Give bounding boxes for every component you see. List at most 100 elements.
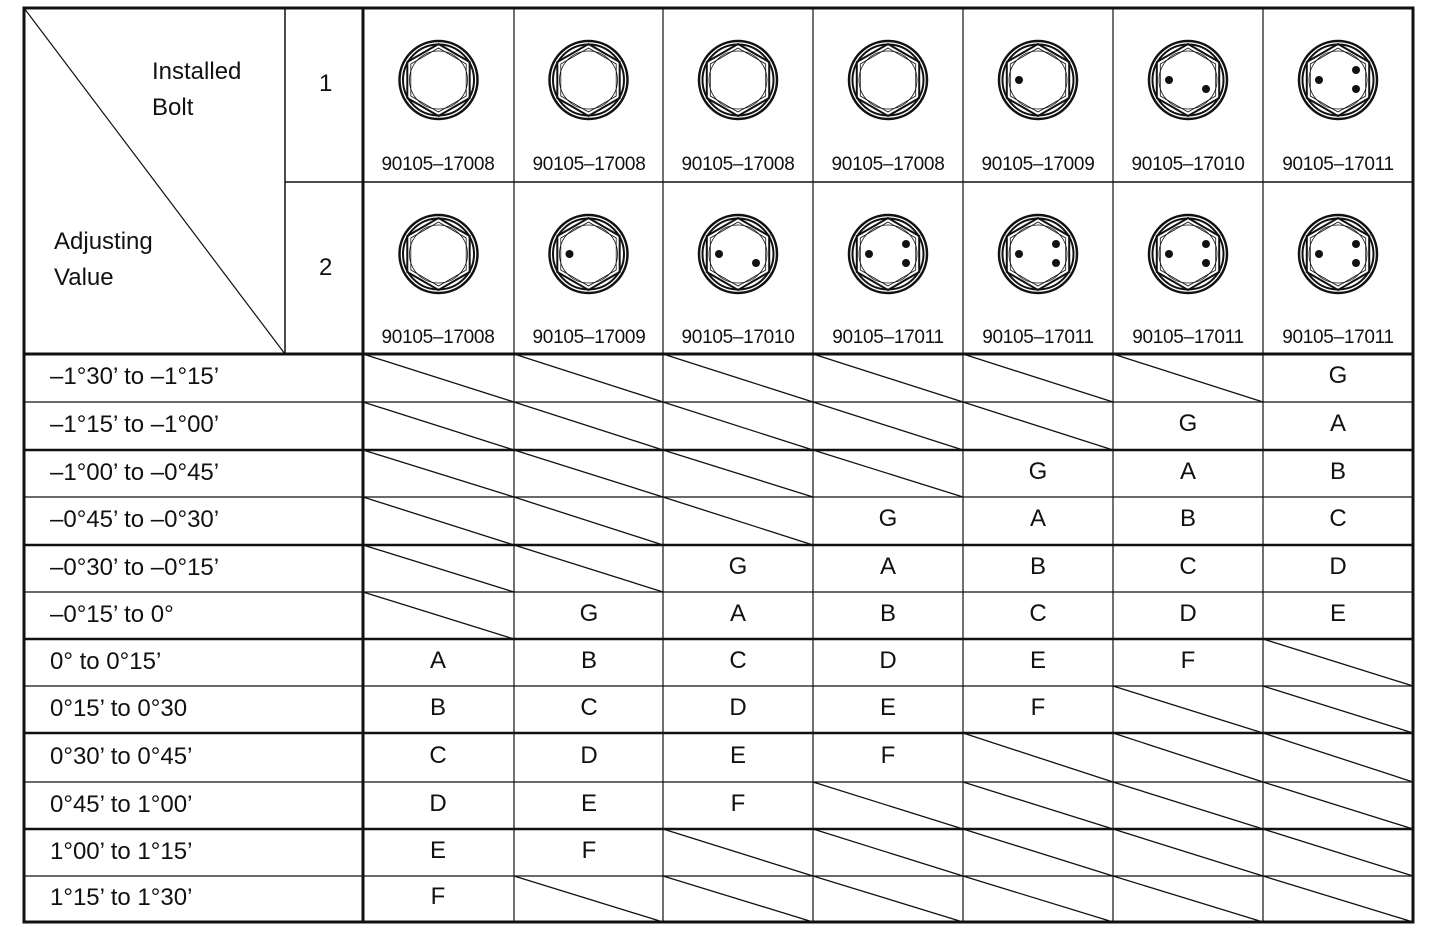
bolt-mark-dot [1202, 85, 1210, 93]
shim-grade-cell: D [580, 741, 598, 769]
adjusting-value-range: –1°30’ to –1°15’ [50, 363, 220, 390]
bolt-part-number: 90105–17011 [982, 327, 1094, 348]
adjusting-value-range: –0°45’ to –0°30’ [50, 506, 220, 533]
not-applicable-slash [812, 401, 964, 451]
shim-grade-cell: A [1329, 410, 1346, 437]
bolt-mark-dot [902, 240, 910, 248]
bolt-part-number: 90105–17010 [681, 327, 795, 348]
shim-grade-cell: C [429, 741, 447, 769]
bolt-mark-dot [1202, 259, 1210, 267]
shim-grade-cell: C [1029, 599, 1047, 627]
bolt-head-icon [1297, 213, 1379, 295]
shim-grade-cell: F [880, 741, 896, 769]
bolt-head-icon [398, 39, 479, 121]
bolt-part-number: 90105–17009 [532, 327, 646, 348]
adjusting-value-range: 0°15’ to 0°30 [50, 694, 188, 722]
bolt-head-icon [997, 39, 1079, 121]
bolt-part-number: 90105–17011 [832, 327, 944, 348]
adjusting-value-label: Adjusting Value [54, 228, 153, 292]
bolt-part-number: 90105–17008 [532, 154, 646, 175]
not-applicable-slash [812, 353, 964, 403]
shim-grade-cell: E [580, 789, 597, 817]
shim-grade-cell: G [878, 505, 898, 532]
bolt-part-number: 90105–17008 [381, 154, 495, 175]
bolt-part-number: 90105–17008 [831, 154, 945, 175]
not-applicable-slash [662, 875, 814, 923]
shim-grade-cell: C [1329, 505, 1347, 532]
bolt-mark-dot [715, 250, 723, 258]
bolt-part-number: 90105–17011 [1282, 154, 1394, 175]
not-applicable-slash [1112, 781, 1264, 830]
shim-grade-cell: C [1179, 552, 1197, 580]
not-applicable-slash [962, 401, 1114, 451]
row2-number: 2 [319, 254, 333, 281]
header-diagonal [23, 7, 286, 355]
shim-grade-cell: C [729, 646, 747, 674]
shim-grade-cell: D [729, 693, 747, 721]
bolt-mark-dot [902, 259, 910, 267]
adjusting-value-range: –1°00’ to –0°45’ [50, 458, 220, 486]
shim-grade-cell: B [1029, 552, 1046, 580]
bolt-head-icon [697, 213, 779, 295]
bolt-mark-dot [1165, 76, 1173, 84]
not-applicable-slash [362, 449, 515, 498]
not-applicable-slash [1112, 732, 1264, 783]
not-applicable-slash [812, 875, 964, 923]
shim-grade-cell: F [430, 883, 446, 910]
shim-grade-cell: E [1329, 599, 1346, 627]
bolt-part-number: 90105–17011 [1132, 327, 1244, 348]
bolt-mark-dot [1315, 76, 1323, 84]
adjusting-value-line2: Value [54, 264, 114, 291]
shim-grade-cell: E [879, 693, 896, 721]
not-applicable-slash [662, 401, 814, 451]
adjusting-value-range: 1°00’ to 1°15’ [50, 837, 193, 865]
bolt-mark-dot [865, 250, 873, 258]
installed-bolt-line1: Installed [152, 58, 242, 85]
bolt-part-number: 90105–17011 [1282, 327, 1394, 348]
adjusting-value-range: 0°30’ to 0°45’ [50, 742, 193, 770]
bolt-head-icon [847, 213, 929, 295]
not-applicable-slash [513, 449, 664, 498]
shim-grade-cell: C [580, 693, 598, 721]
bolt-mark-dot [1015, 76, 1023, 84]
table-border [22, 6, 1415, 924]
not-applicable-slash [362, 496, 515, 546]
shim-grade-cell: A [729, 599, 746, 627]
not-applicable-slash [662, 449, 814, 498]
row1-number: 1 [319, 70, 333, 97]
bolt-mark-dot [1352, 240, 1360, 248]
not-applicable-slash [513, 496, 664, 546]
bolt-mark-dot [1052, 259, 1060, 267]
adjusting-value-range: 1°15’ to 1°30’ [50, 884, 193, 911]
shim-grade-cell: F [1180, 646, 1196, 674]
shim-grade-cell: G [1028, 457, 1048, 485]
shim-grade-cell: G [1328, 362, 1348, 389]
not-applicable-slash [962, 875, 1114, 923]
bolt-mark-dot [1165, 250, 1173, 258]
not-applicable-slash [362, 401, 515, 451]
not-applicable-slash [513, 401, 664, 451]
bolt-head-icon [1147, 39, 1229, 121]
not-applicable-slash [1262, 828, 1414, 877]
bolt-part-number: 90105–17009 [981, 154, 1095, 175]
shim-grade-cell: B [429, 693, 446, 721]
bolt-mark-dot [1052, 240, 1060, 248]
adjusting-value-range: 0° to 0°15’ [50, 647, 162, 675]
shim-grade-cell: A [1029, 505, 1046, 532]
not-applicable-slash [962, 353, 1114, 403]
adjusting-value-range: –1°15’ to –1°00’ [50, 411, 220, 438]
not-applicable-slash [812, 449, 964, 498]
not-applicable-slash [1262, 638, 1414, 687]
bolt-head-icon [548, 39, 629, 121]
shim-grade-cell: B [580, 646, 597, 674]
shim-grade-cell: G [579, 599, 599, 627]
not-applicable-slash [1262, 685, 1414, 734]
bolt-head-icon [1147, 213, 1229, 295]
not-applicable-slash [513, 544, 664, 593]
shim-grade-cell: B [879, 599, 896, 627]
shim-grade-cell: A [429, 646, 446, 674]
not-applicable-slash [662, 353, 814, 403]
bolt-part-number: 90105–17008 [681, 154, 795, 175]
shim-grade-cell: G [1178, 410, 1198, 437]
